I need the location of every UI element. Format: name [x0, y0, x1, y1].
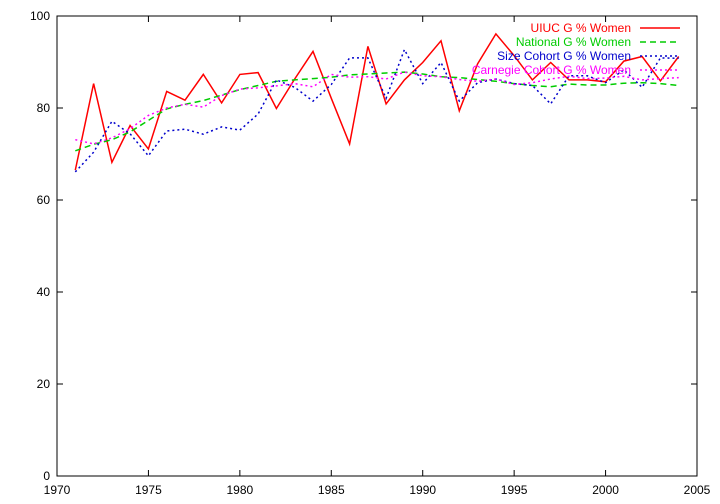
x-tick-label: 2000: [592, 483, 619, 497]
series-line-3: [74, 47, 679, 173]
legend-label: Carnegie Cohort G % Women: [472, 63, 631, 77]
series-line-2: [75, 71, 679, 152]
x-tick-label: 1980: [227, 483, 254, 497]
y-tick-label: 60: [37, 193, 51, 207]
x-tick-label: 1995: [501, 483, 528, 497]
x-tick-label: 1975: [135, 483, 162, 497]
x-tick-label: 1985: [318, 483, 345, 497]
y-tick-label: 0: [43, 469, 50, 483]
x-tick-label: 1990: [409, 483, 436, 497]
legend-label: National G % Women: [516, 35, 631, 49]
legend-label: Size Cohort G % Women: [497, 49, 631, 63]
series-line-1: [74, 32, 680, 171]
axis-tick-labels: 1970 1975 1980 1985 1990 1995 2000 2005 0 20 40 60 8…: [30, 9, 711, 497]
x-tick-label: 2005: [684, 483, 711, 497]
y-tick-label: 80: [37, 101, 51, 115]
plot-frame: [56, 15, 698, 477]
y-tick-label: 100: [30, 9, 50, 23]
series-line-4: [75, 71, 679, 145]
y-tick-label: 20: [37, 377, 51, 391]
legend-label: UIUC G % Women: [531, 21, 631, 35]
series-lines: [74, 32, 680, 173]
x-tick-label: 1970: [44, 483, 71, 497]
y-tick-label: 40: [37, 285, 51, 299]
axis-ticks: [56, 15, 698, 477]
